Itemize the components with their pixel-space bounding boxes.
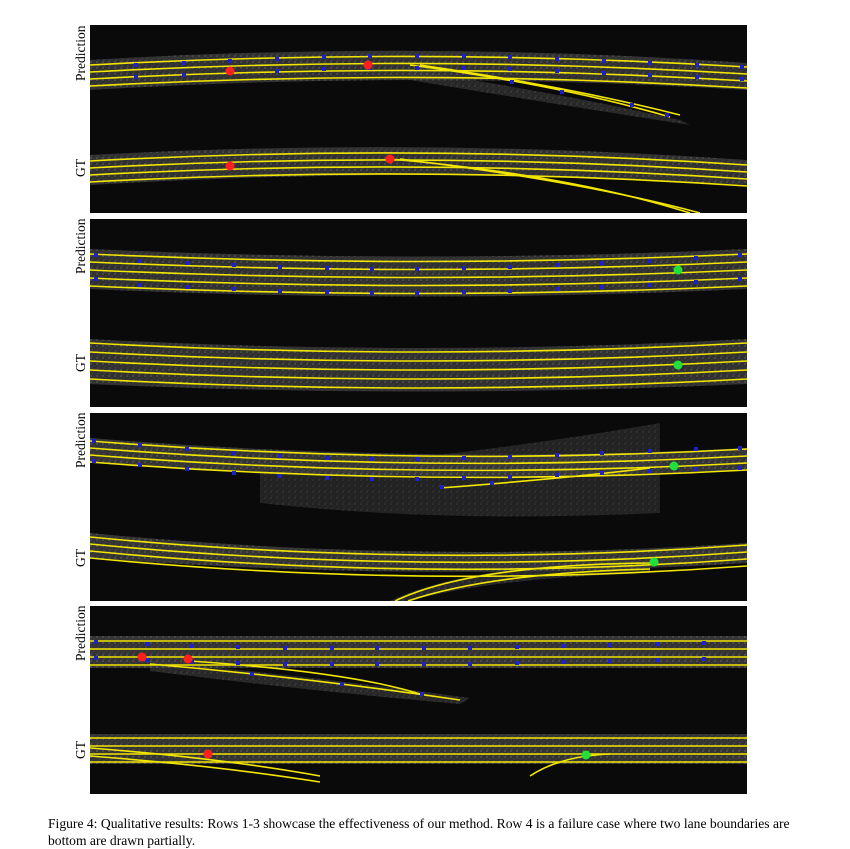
ground-truth-lanes xyxy=(90,342,747,389)
row-label-gt: GT xyxy=(73,741,88,759)
error-marker xyxy=(137,652,147,662)
figure-panel-row-3 xyxy=(90,413,747,601)
correct-marker xyxy=(669,461,679,471)
lidar-lane-visualization xyxy=(90,249,747,392)
correct-marker xyxy=(673,265,683,275)
predicted-keypoints xyxy=(92,439,742,489)
error-marker xyxy=(225,161,235,171)
predicted-keypoints xyxy=(94,253,742,295)
lidar-lane-visualization xyxy=(90,50,747,213)
row-label-prediction: Prediction xyxy=(73,218,88,275)
figure-caption-text: Qualitative results: Rows 1-3 showcase t… xyxy=(48,816,790,848)
figure-caption-label: Figure 4: xyxy=(48,816,98,831)
row-label-gt: GT xyxy=(73,354,88,372)
predicted-lanes xyxy=(90,440,747,489)
row-label-prediction: Prediction xyxy=(73,25,88,82)
figure-panel-row-1 xyxy=(90,25,747,213)
error-marker xyxy=(363,60,373,70)
figure-caption: Figure 4: Qualitative results: Rows 1-3 … xyxy=(48,815,808,849)
row-label-gt: GT xyxy=(73,159,88,177)
predicted-lanes xyxy=(90,253,747,295)
correct-marker xyxy=(649,557,659,567)
lidar-lane-visualization xyxy=(90,636,747,783)
predicted-keypoints xyxy=(94,640,706,696)
figure-panel-row-4 xyxy=(90,606,747,794)
error-marker xyxy=(225,66,235,76)
correct-marker xyxy=(581,750,591,760)
lidar-lane-visualization xyxy=(90,423,747,601)
ground-truth-lanes xyxy=(90,152,747,213)
row-label-prediction: Prediction xyxy=(73,412,88,469)
error-marker xyxy=(385,154,395,164)
error-marker xyxy=(203,749,213,759)
figure-panel-row-2 xyxy=(90,219,747,407)
row-label-gt: GT xyxy=(73,549,88,567)
predicted-lanes xyxy=(90,640,747,701)
row-label-prediction: Prediction xyxy=(73,605,88,662)
correct-marker xyxy=(673,360,683,370)
error-marker xyxy=(183,654,193,664)
ground-truth-lanes xyxy=(90,737,747,783)
